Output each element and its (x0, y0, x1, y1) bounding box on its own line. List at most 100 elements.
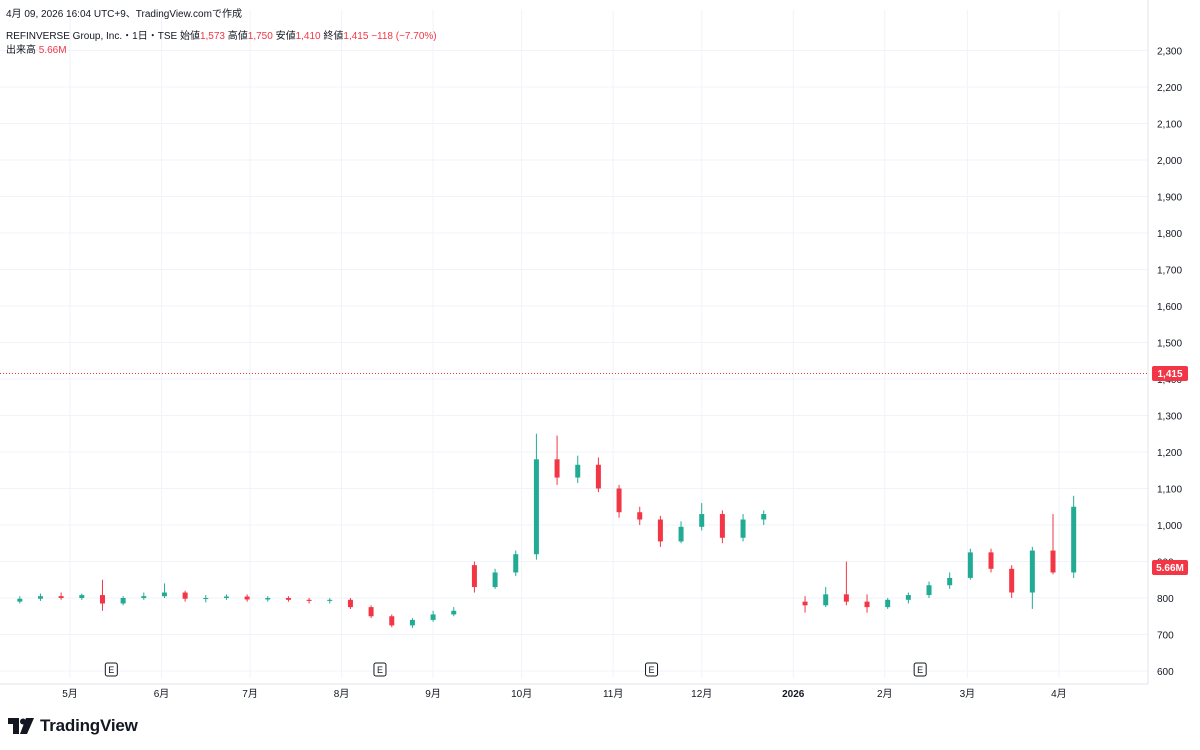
candle (1050, 514, 1056, 575)
price-tick-label: 1,200 (1157, 448, 1182, 459)
candle-body (823, 594, 829, 606)
volume-legend: 出来高 5.66M (6, 41, 67, 56)
close-value: 1,415 (343, 31, 369, 42)
candle-body (947, 577, 953, 586)
time-tick-label: 2月 (877, 688, 893, 700)
candle-body (616, 488, 622, 513)
price-axis[interactable]: 2,300 2,200 2,100 2,000 1,900 1,800 1,700 1,600… (1147, 0, 1182, 684)
candle-body (347, 599, 353, 608)
candle (430, 610, 436, 622)
low-value: 1,410 (295, 31, 321, 42)
volume-value: 5.66M (38, 45, 67, 56)
candle (17, 596, 23, 604)
candle (1071, 495, 1077, 578)
candle-body (843, 594, 849, 602)
earnings-marker: E (913, 662, 927, 677)
candle-body (905, 595, 911, 600)
candle (513, 550, 519, 577)
candle (699, 503, 705, 531)
volume-badge (1152, 560, 1188, 575)
price-tick-label: 2,100 (1157, 120, 1182, 131)
candle-body (699, 514, 705, 527)
price-tick-label: 1,800 (1157, 229, 1182, 240)
last-price-badge-label: 1,415 (1157, 369, 1182, 380)
candle-body (492, 572, 498, 588)
candle (99, 579, 105, 611)
candle-body (17, 598, 23, 602)
candle-body (368, 607, 374, 617)
candle (616, 484, 622, 518)
candle-body (79, 595, 85, 598)
candle-body (657, 519, 663, 542)
candle (988, 548, 994, 573)
candle-body (223, 596, 229, 598)
time-tick-label: 4月 (1051, 688, 1067, 700)
candle-body (988, 552, 994, 569)
candle (885, 598, 891, 609)
price-tick-label: 1,600 (1157, 302, 1182, 313)
time-tick-label: 6月 (154, 688, 170, 700)
time-tick-label: 9月 (425, 688, 441, 700)
candle (389, 614, 395, 628)
candle (802, 596, 808, 613)
chart-grid (0, 10, 1148, 678)
earnings-marker: E (373, 662, 387, 677)
candle (244, 594, 250, 602)
earnings-marker: E (104, 662, 118, 677)
price-tick-label: 1,100 (1157, 485, 1182, 496)
candle (740, 514, 746, 542)
earnings-marker-label: E (377, 665, 383, 675)
candle-body (719, 514, 725, 538)
chart-timestamp: 4月 09, 2026 16:04 UTC+9、TradingView.comで… (6, 9, 242, 20)
candle (327, 598, 333, 604)
earnings-marker-box (104, 662, 118, 677)
open-value: 1,573 (199, 31, 225, 42)
earnings-marker-box (645, 662, 659, 677)
candle-body (306, 599, 312, 601)
candle-body (761, 514, 767, 520)
candle-body (471, 565, 477, 588)
candle-body (99, 595, 105, 604)
candle-body (1071, 506, 1077, 573)
candle (451, 607, 457, 617)
candle (967, 548, 973, 580)
high-value: 1,750 (247, 31, 273, 42)
candle-body (678, 526, 684, 542)
price-tick-label: 1,900 (1157, 193, 1182, 204)
tradingview-logo[interactable]: TradingView (8, 716, 138, 736)
earnings-marker-label: E (649, 665, 655, 675)
candle (79, 593, 85, 600)
candle-body (58, 596, 64, 598)
candle (575, 455, 581, 484)
time-tick-label: 8月 (334, 688, 350, 700)
candle (223, 594, 229, 600)
earnings-marker: E (645, 662, 659, 677)
candle (657, 515, 663, 547)
candle-body (409, 619, 415, 626)
price-tick-label: 600 (1157, 667, 1174, 678)
candle (182, 590, 188, 602)
time-axis[interactable]: 5月 6月 7月 8月 9月 10月 11月 12月 2026 2月 3月 4月 (0, 683, 1148, 700)
candle (141, 592, 147, 600)
last-price-badge (1152, 366, 1188, 382)
price-tick-label: 1,300 (1157, 412, 1182, 423)
candle-body (182, 592, 188, 599)
candle-body (265, 598, 271, 600)
candle-body (740, 519, 746, 538)
price-tick-label: 2,000 (1157, 156, 1182, 167)
candle-body (1029, 550, 1035, 593)
earnings-marker-box (373, 662, 387, 677)
candle-body (967, 552, 973, 578)
symbol-line[interactable]: REFINVERSE Group, Inc.・1日・TSE (6, 31, 178, 42)
candle (37, 593, 43, 601)
candle (1029, 546, 1035, 609)
candle-body (864, 601, 870, 608)
earnings-marker-label: E (917, 665, 923, 675)
candle (823, 587, 829, 608)
candle-body (285, 598, 291, 600)
volume-badge-label: 5.66M (1156, 563, 1184, 574)
candle-body (926, 585, 932, 596)
candle-body (161, 592, 167, 597)
